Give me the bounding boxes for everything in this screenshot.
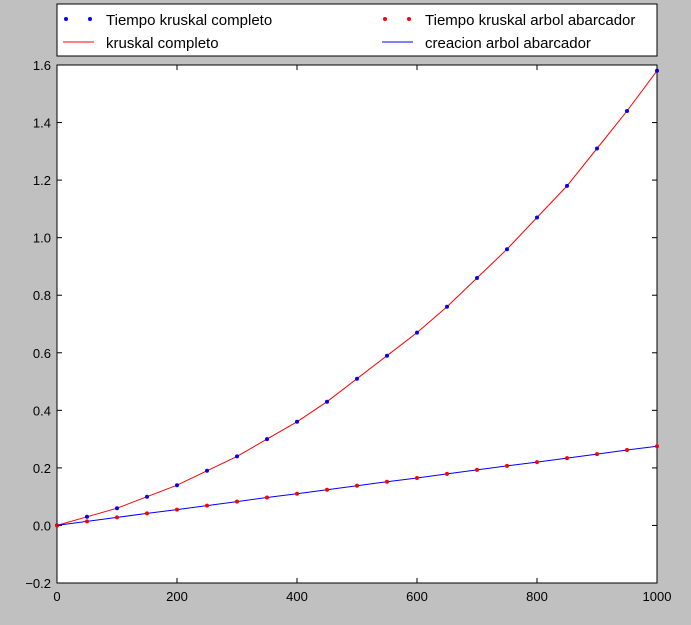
legend-marker-3 — [383, 17, 387, 21]
legend-entry-3: Tiempo kruskal arbol abarcador — [383, 12, 635, 29]
series-1-point — [115, 506, 119, 511]
x-tick-label: 200 — [166, 589, 188, 604]
series-3-point — [565, 456, 569, 461]
series-1-point — [535, 215, 539, 220]
series-3-point — [475, 467, 479, 472]
series-1-point — [625, 109, 629, 113]
y-tick-label: 0.2 — [33, 461, 51, 476]
x-tick-label: 600 — [406, 589, 428, 604]
legend-entry-4: creacion arbol abarcador — [382, 35, 591, 52]
legend-label-1: Tiempo kruskal completo — [106, 12, 272, 29]
x-tick-label: 0 — [53, 589, 60, 604]
series-1-point — [85, 514, 89, 519]
series-1-point — [145, 494, 149, 499]
series-3-point — [355, 483, 359, 488]
series-1-point — [175, 483, 179, 488]
series-1-point — [655, 68, 659, 73]
legend: Tiempo kruskal completo kruskal completo… — [56, 3, 658, 57]
legend-box — [56, 3, 658, 57]
series-3-point — [235, 499, 239, 504]
series-1-point — [565, 183, 569, 188]
y-tick-label: 1.0 — [33, 231, 51, 246]
legend-entry-1: Tiempo kruskal completo — [64, 12, 272, 29]
series-3-point — [385, 479, 389, 484]
series-1-point — [445, 304, 449, 309]
series-3-point — [505, 463, 509, 468]
series-3-point — [265, 495, 269, 500]
legend-label-3: Tiempo kruskal arbol abarcador — [425, 12, 635, 29]
series-3-point — [415, 476, 419, 480]
series-3-point — [595, 452, 599, 457]
legend-label-2: kruskal completo — [106, 35, 219, 52]
axes-layer: 0 200 400 600 800 1000 −0.2 0.0 0.2 0.4 0.6 0.8 1.0 1… — [25, 58, 671, 604]
series-3-point — [445, 471, 449, 476]
series-3-point — [535, 460, 539, 465]
legend-marker-1b — [88, 17, 92, 21]
series-1-point — [205, 468, 209, 473]
y-tick-label: 0.4 — [33, 403, 51, 418]
series-1-point — [265, 437, 269, 442]
series-3-point — [85, 519, 89, 524]
series-3-point — [655, 444, 659, 449]
legend-label-4: creacion arbol abarcador — [425, 35, 591, 52]
plot-area — [56, 64, 658, 584]
y-tick-label: 1.6 — [33, 58, 51, 73]
series-3-point — [115, 515, 119, 520]
legend-entry-2: kruskal completo — [63, 35, 219, 52]
y-tick-label: 1.4 — [33, 116, 51, 131]
series-3-point — [325, 487, 329, 492]
series-1-point — [595, 146, 599, 151]
series-1-point — [295, 419, 299, 424]
series-1-point — [505, 247, 509, 252]
series-3-point — [175, 507, 179, 512]
series-3-point — [625, 448, 629, 452]
series-1-point — [235, 454, 239, 459]
series-1-point — [415, 330, 419, 335]
series-1-point — [325, 399, 329, 404]
y-tick-label: 0.6 — [33, 346, 51, 361]
y-tick-label: 0.8 — [33, 288, 51, 303]
y-tick-label: 0.0 — [33, 518, 51, 533]
series-1-point — [355, 376, 359, 381]
x-tick-label: 1000 — [643, 589, 672, 604]
series-layer — [55, 68, 659, 528]
series-3-point — [145, 511, 149, 516]
legend-marker-1 — [64, 17, 68, 21]
legend-marker-3b — [407, 17, 411, 21]
y-tick-label: 1.2 — [33, 173, 51, 188]
x-tick-label: 400 — [286, 589, 308, 604]
series-1-point — [475, 276, 479, 280]
y-tick-label: −0.2 — [25, 576, 51, 591]
x-tick-label: 800 — [526, 589, 548, 604]
series-3-point — [295, 491, 299, 496]
series-1-point — [385, 353, 389, 358]
series-3-point — [205, 503, 209, 508]
